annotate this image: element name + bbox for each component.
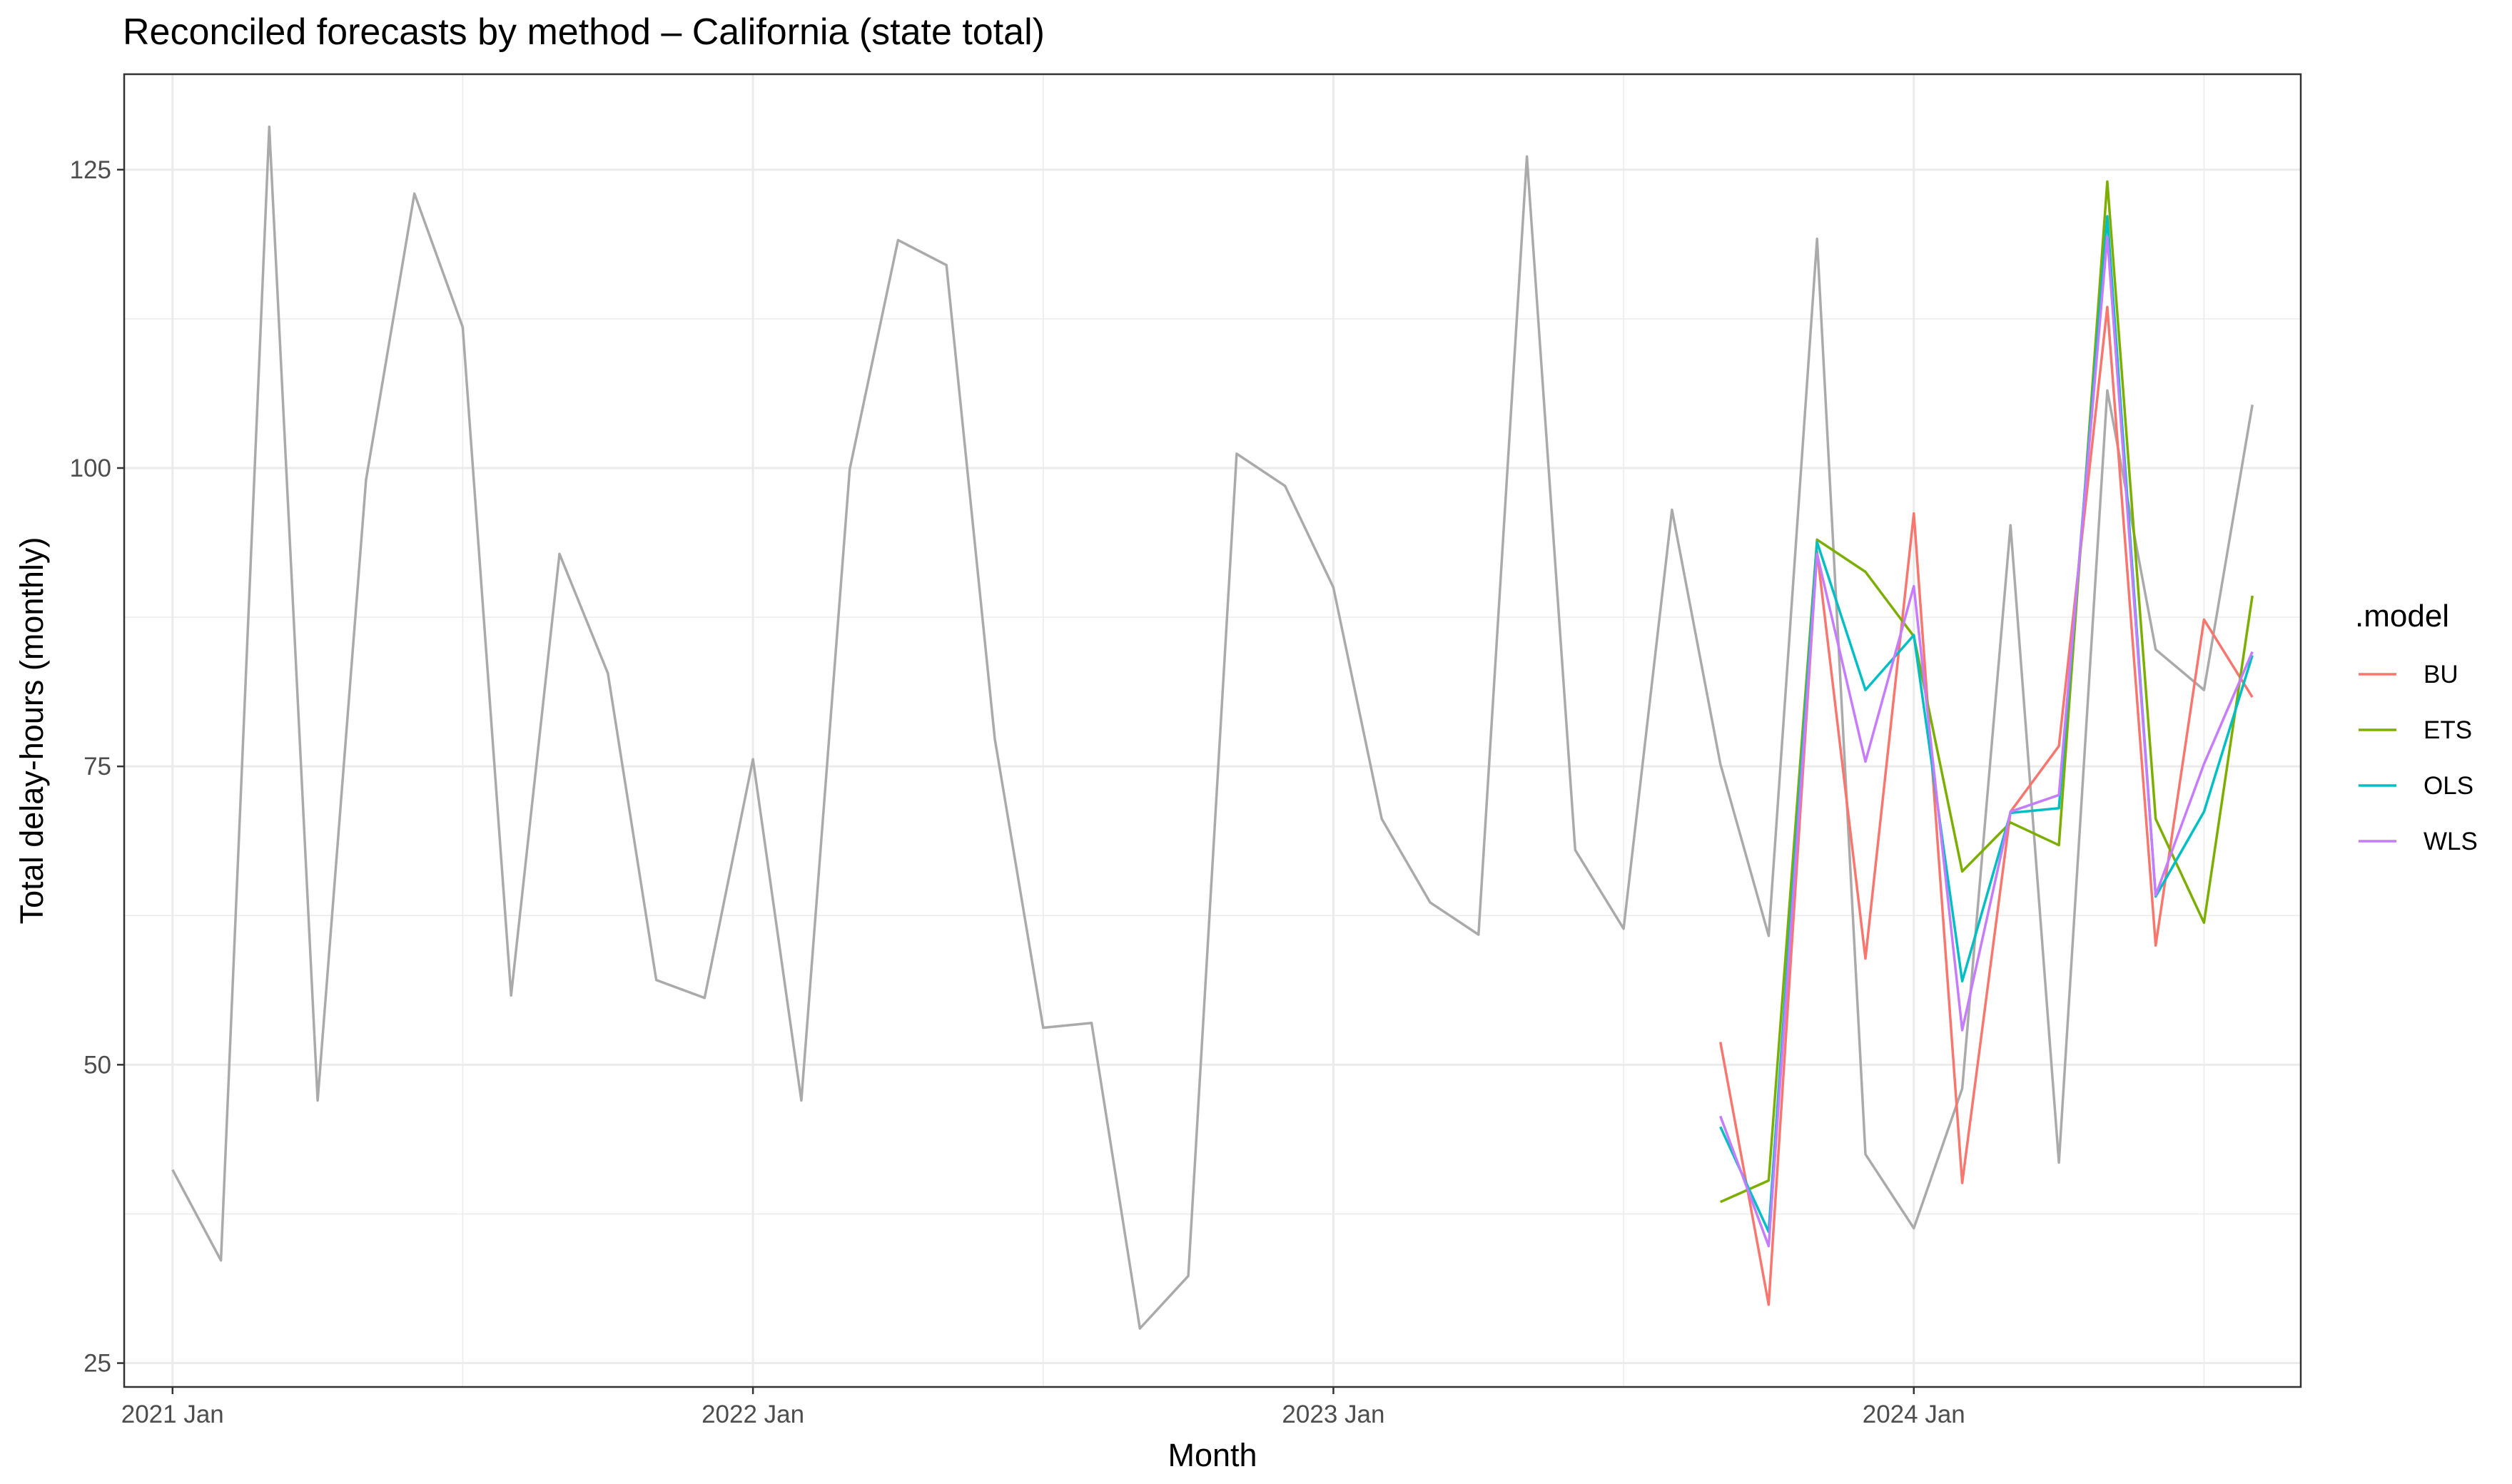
legend-title: .model — [2355, 599, 2449, 634]
series-line-wls — [1719, 235, 2254, 1248]
history-line — [171, 125, 2254, 1330]
x-tick-label: 2023 Jan — [1282, 1401, 1384, 1428]
legend-label-bu: BU — [2424, 661, 2458, 688]
chart-title: Reconciled forecasts by method – Califor… — [123, 11, 1045, 53]
x-tick-label: 2024 Jan — [1863, 1401, 1965, 1428]
legend-label-wls: WLS — [2424, 828, 2478, 855]
x-axis: 2021 Jan 2022 Jan 2023 Jan 2024 Jan — [121, 1387, 1965, 1428]
y-axis: 25 50 75 100 125 — [70, 156, 124, 1378]
y-tick-label: 125 — [70, 156, 111, 184]
gridlines — [124, 74, 2301, 1387]
y-tick-label: 75 — [83, 753, 111, 781]
legend-label-ets: ETS — [2424, 716, 2472, 744]
y-tick-label: 50 — [83, 1051, 111, 1079]
y-tick-label: 25 — [83, 1350, 111, 1378]
forecast-series — [1718, 180, 2254, 1306]
y-tick-label: 100 — [70, 454, 111, 482]
history-series — [171, 125, 2254, 1330]
x-tick-label: 2021 Jan — [121, 1401, 224, 1428]
y-axis-title: Total delay-hours (monthly) — [14, 537, 50, 925]
legend-label-ols: OLS — [2424, 772, 2473, 800]
x-axis-title: Month — [1168, 1437, 1257, 1473]
legend: .model BU ETS OLS WLS — [2355, 599, 2478, 855]
x-tick-label: 2022 Jan — [702, 1401, 804, 1428]
plot-border — [123, 73, 2302, 1388]
plot-panel — [124, 74, 2301, 1387]
